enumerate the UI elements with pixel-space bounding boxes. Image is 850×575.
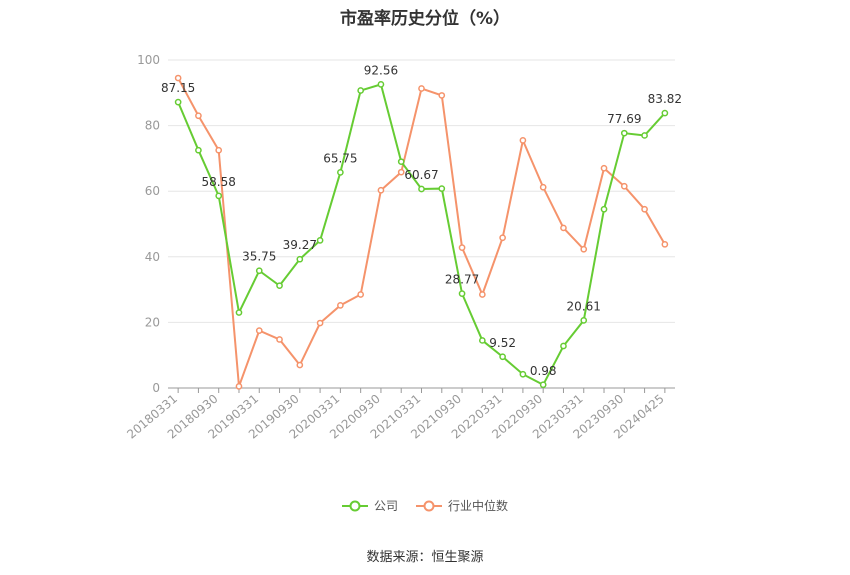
data-point-company <box>316 237 324 244</box>
legend-item-industry-median[interactable]: 行业中位数 <box>416 497 508 514</box>
data-point-industry-median <box>499 234 506 242</box>
data-label: 35.75 <box>242 250 276 264</box>
legend-label-industry-median: 行业中位数 <box>448 499 509 513</box>
data-point-industry-median <box>458 244 466 251</box>
data-point-company <box>397 158 405 166</box>
y-tick-label: 0 <box>152 381 160 395</box>
data-point-company <box>620 129 628 137</box>
data-label: 92.56 <box>364 63 398 77</box>
data-point-company <box>580 317 588 324</box>
data-point-company <box>337 168 344 176</box>
data-point-industry-median <box>276 336 283 343</box>
data-point-industry-median <box>580 245 588 253</box>
data-point-company <box>255 267 263 275</box>
data-point-industry-median <box>316 319 324 327</box>
data-label: 77.69 <box>607 112 641 126</box>
data-point-industry-median <box>600 164 608 172</box>
data-point-industry-median <box>255 327 263 334</box>
legend-label-company: 公司 <box>373 499 398 513</box>
data-label: 0.98 <box>530 364 557 378</box>
series-line-industry-median <box>177 77 666 387</box>
data-point-company <box>600 205 608 213</box>
data-point-industry-median <box>418 85 425 92</box>
data-point-industry-median <box>519 137 527 144</box>
data-point-company <box>641 132 648 139</box>
data-point-industry-median <box>620 182 628 190</box>
data-point-company <box>357 87 365 94</box>
data-label: 65.75 <box>323 151 357 165</box>
data-point-company <box>235 309 243 316</box>
data-label: 83.82 <box>648 92 682 106</box>
chart-title: 市盈率历史分位（%） <box>339 9 511 29</box>
data-label: 60.67 <box>404 168 438 182</box>
data-point-industry-median <box>397 168 405 176</box>
data-point-company <box>478 337 486 344</box>
data-label: 58.58 <box>202 175 236 189</box>
data-point-industry-median <box>235 383 243 390</box>
data-label: 87.15 <box>161 81 195 95</box>
data-label: 28.77 <box>445 273 479 287</box>
data-point-industry-median <box>661 240 669 248</box>
data-point-industry-median <box>215 146 223 154</box>
data-point-industry-median <box>357 291 365 298</box>
data-point-industry-median <box>438 92 446 99</box>
series-line-company <box>177 83 666 387</box>
data-label: 9.52 <box>489 336 516 350</box>
data-label: 20.61 <box>567 299 601 313</box>
data-point-industry-median <box>641 205 648 213</box>
data-point-company <box>499 353 506 361</box>
data-point-industry-median <box>337 301 344 309</box>
data-point-industry-median <box>539 183 547 191</box>
data-point-company <box>539 381 547 389</box>
data-point-company <box>519 370 527 378</box>
data-point-industry-median <box>296 361 304 369</box>
y-tick-label: 100 <box>137 53 160 67</box>
legend: 公司 行业中位数 <box>0 497 850 514</box>
legend-item-company[interactable]: 公司 <box>341 497 398 514</box>
legend-marker-industry-median <box>416 500 442 511</box>
data-point-company <box>661 109 669 117</box>
data-point-industry-median <box>195 112 202 120</box>
data-point-industry-median <box>174 74 182 82</box>
data-point-industry-median <box>377 186 385 194</box>
data-point-company <box>458 290 466 297</box>
legend-marker-company <box>341 500 368 511</box>
data-label: 39.27 <box>283 238 317 252</box>
data-point-company <box>195 146 202 154</box>
data-point-company <box>276 282 283 290</box>
data-point-company <box>296 255 304 263</box>
data-source: 数据来源：恒生聚源 <box>366 550 484 565</box>
y-tick-label: 40 <box>145 250 160 264</box>
y-tick-label: 60 <box>145 184 160 198</box>
data-point-company <box>377 81 385 88</box>
data-point-industry-median <box>560 224 567 232</box>
data-point-company <box>560 342 567 350</box>
data-point-industry-median <box>478 291 486 298</box>
data-point-company <box>418 185 425 193</box>
y-tick-label: 80 <box>145 119 160 133</box>
y-tick-label: 20 <box>145 315 160 329</box>
data-point-company <box>215 192 223 200</box>
data-point-company <box>174 98 182 106</box>
data-point-company <box>438 185 446 192</box>
